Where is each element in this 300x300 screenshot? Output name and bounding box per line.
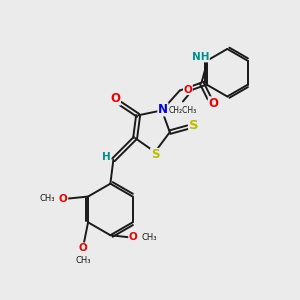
Text: CH₃: CH₃ <box>141 233 157 242</box>
Text: CH₃: CH₃ <box>40 194 56 203</box>
Text: O: O <box>208 97 218 110</box>
Text: O: O <box>79 243 88 253</box>
Text: O: O <box>110 92 120 105</box>
Text: H: H <box>102 152 111 162</box>
Text: N: N <box>158 103 168 116</box>
Text: O: O <box>129 232 137 242</box>
Text: S: S <box>189 119 198 132</box>
Text: O: O <box>184 85 192 94</box>
Text: S: S <box>151 148 159 161</box>
Text: CH₂CH₃: CH₂CH₃ <box>169 106 197 116</box>
Text: O: O <box>59 194 68 203</box>
Text: NH: NH <box>192 52 209 62</box>
Text: CH₃: CH₃ <box>75 256 91 265</box>
